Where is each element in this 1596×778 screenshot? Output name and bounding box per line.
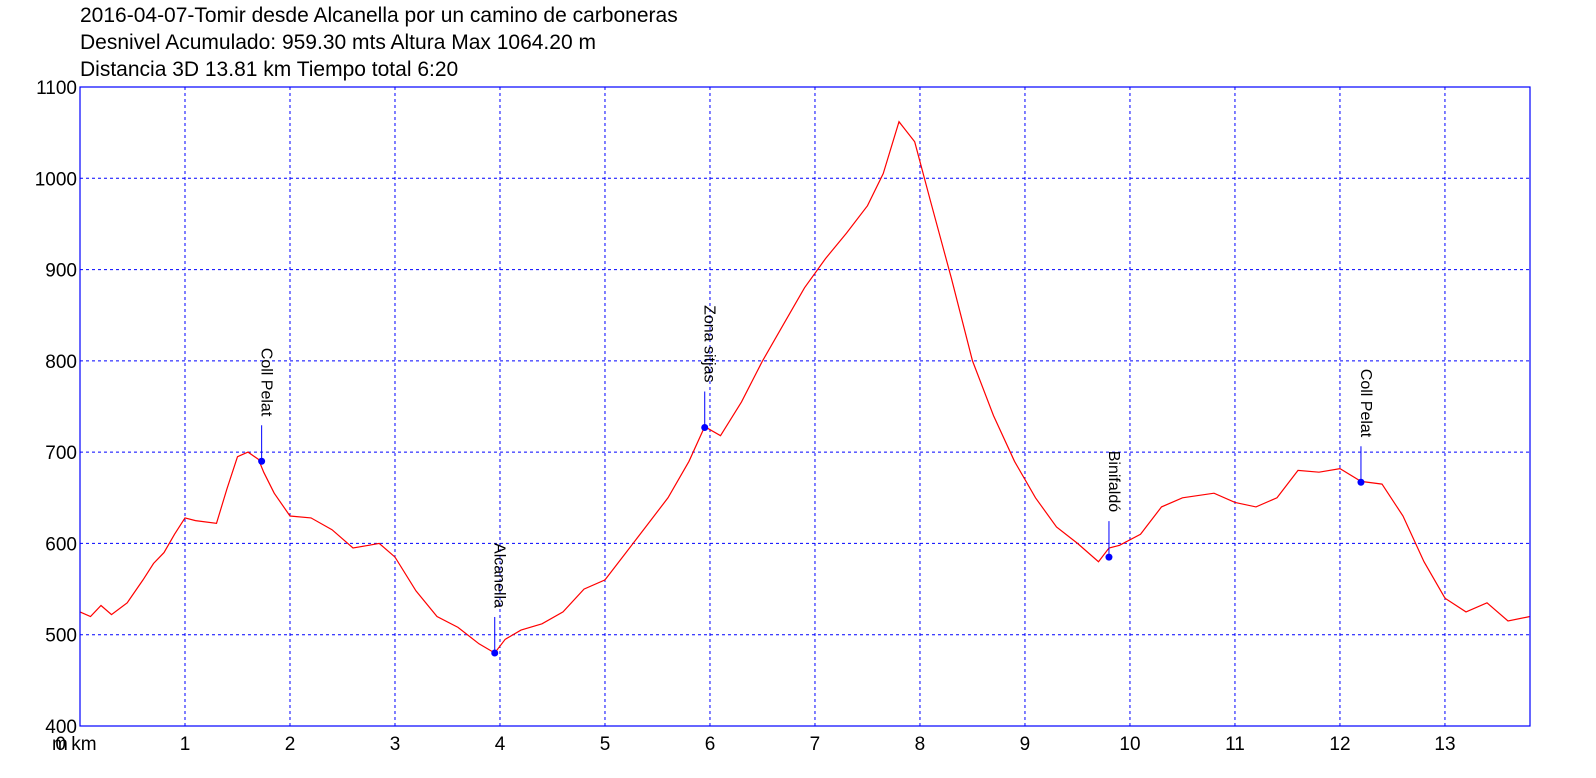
waypoint-label: Zona sitjas	[701, 305, 718, 382]
waypoint: Zona sitjas	[701, 305, 718, 431]
axis-tick-labels: 0 km 1 2 3 4 5 6 7 8 9 10 11 12 134005006007008009001…	[35, 78, 1456, 755]
y-tick-label: 500	[45, 626, 77, 647]
x-tick-label: 11	[1225, 734, 1245, 755]
elevation-summary: Desnivel Acumulado: 959.30 mts Altura Ma…	[80, 31, 596, 54]
plot-frame	[79, 86, 1531, 727]
y-tick-label: 900	[45, 261, 77, 282]
y-tick-label: 600	[45, 534, 77, 555]
x-tick-label: 0 km	[55, 734, 96, 755]
x-tick-label: 5	[600, 734, 611, 755]
x-tick-label: 13	[1434, 734, 1455, 755]
waypoint: Alcanella	[491, 543, 508, 657]
y-tick-label: 1100	[36, 78, 77, 99]
x-tick-label: 8	[915, 734, 926, 755]
x-tick-label: 9	[1020, 734, 1031, 755]
waypoint-label: Coll Pelat	[258, 348, 275, 417]
waypoint: Coll Pelat	[1357, 369, 1374, 486]
waypoint-dot	[258, 457, 266, 465]
x-tick-label: 2	[285, 734, 296, 755]
chart-grid	[80, 87, 1530, 726]
waypoint-label: Binifaldó	[1105, 451, 1122, 512]
x-tick-label: 3	[390, 734, 401, 755]
waypoint-label: Alcanella	[491, 543, 508, 608]
chart-header: 2016-04-07-Tomir desde Alcanella por un …	[80, 2, 678, 83]
waypoint: Coll Pelat	[258, 348, 275, 465]
x-tick-label: 1	[180, 734, 191, 755]
waypoint-markers: Coll Pelat Alcanella Zona sitjas Binifaldó C…	[258, 305, 1374, 657]
x-tick-label: 12	[1329, 734, 1350, 755]
x-tick-label: 6	[705, 734, 716, 755]
y-tick-label: 700	[45, 443, 77, 464]
waypoint-label: Coll Pelat	[1357, 369, 1374, 438]
y-unit-label: m	[52, 734, 68, 755]
waypoint: Binifaldó	[1105, 451, 1122, 561]
x-tick-label: 7	[810, 734, 821, 755]
y-tick-label: 400	[45, 717, 77, 738]
x-tick-label: 4	[495, 734, 506, 755]
y-tick-label: 800	[45, 352, 77, 373]
distance-summary: Distancia 3D 13.81 km Tiempo total 6:20	[80, 58, 459, 81]
chart-title: 2016-04-07-Tomir desde Alcanella por un …	[80, 4, 678, 27]
waypoint-dot	[491, 649, 499, 657]
waypoint-dot	[1105, 553, 1113, 561]
waypoint-dot	[701, 423, 709, 431]
y-tick-label: 1000	[35, 169, 77, 190]
x-tick-label: 10	[1119, 734, 1140, 755]
waypoint-dot	[1357, 478, 1365, 486]
elevation-profile-line	[79, 120, 1531, 654]
